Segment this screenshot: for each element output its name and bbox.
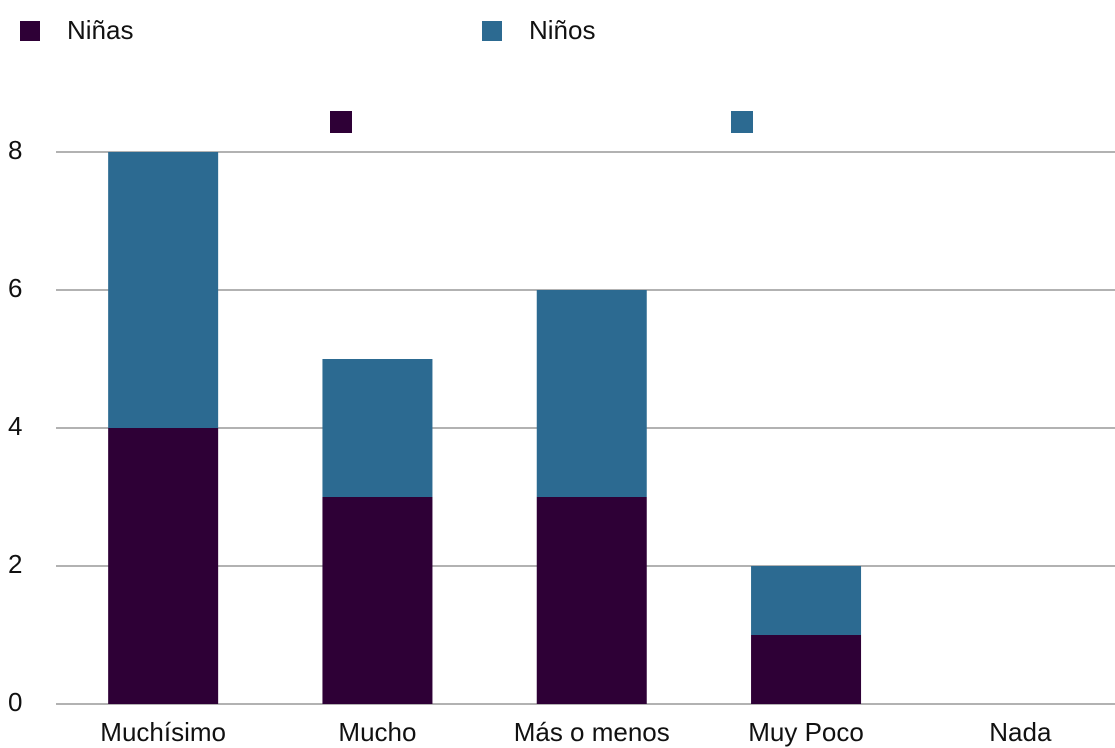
y-tick-label: 2 <box>8 549 22 579</box>
legend-swatch <box>482 21 502 41</box>
bar <box>108 152 219 428</box>
legend-label: Niñas <box>67 15 133 45</box>
legend-swatch <box>330 111 352 133</box>
bar <box>751 566 862 635</box>
legend-swatch <box>731 111 753 133</box>
y-tick-label: 8 <box>8 135 22 165</box>
y-tick-label: 4 <box>8 411 22 441</box>
y-tick-label: 6 <box>8 273 22 303</box>
x-tick-label: Muy Poco <box>748 717 864 747</box>
legend-swatch <box>20 21 40 41</box>
legend-label: Niños <box>529 15 595 45</box>
x-tick-label: Nada <box>989 717 1052 747</box>
x-tick-label: Muchísimo <box>100 717 226 747</box>
x-tick-label: Más o menos <box>514 717 670 747</box>
bar <box>108 428 219 704</box>
x-tick-label: Mucho <box>338 717 416 747</box>
bar <box>536 290 647 497</box>
bar <box>322 497 433 704</box>
bar <box>536 497 647 704</box>
bar <box>322 359 433 497</box>
bar <box>751 635 862 704</box>
y-tick-label: 0 <box>8 687 22 717</box>
